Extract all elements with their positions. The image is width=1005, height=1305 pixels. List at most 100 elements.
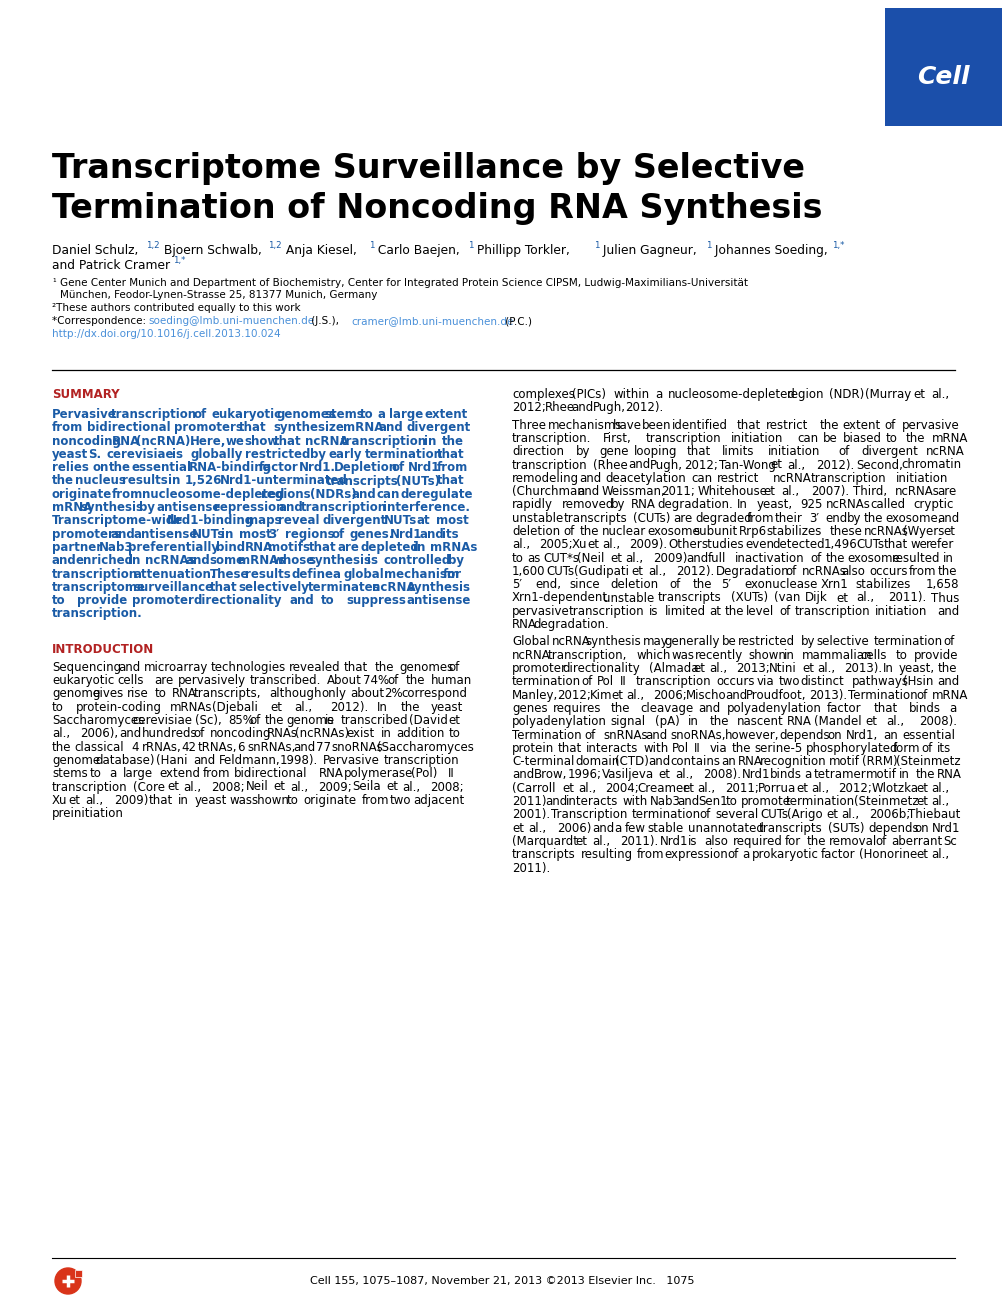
Text: to: to <box>895 649 908 662</box>
Text: Rhee: Rhee <box>545 402 575 414</box>
Text: termination: termination <box>365 448 443 461</box>
Text: 2008).: 2008). <box>702 769 741 782</box>
Text: of: of <box>391 461 405 474</box>
Text: initiation: initiation <box>768 445 820 458</box>
Text: to: to <box>52 701 64 714</box>
Text: 2012;: 2012; <box>838 782 872 795</box>
Text: nuclear: nuclear <box>602 525 646 538</box>
Text: et: et <box>837 591 849 604</box>
Text: 2011;: 2011; <box>725 782 759 795</box>
Text: Mischo: Mischo <box>686 689 727 702</box>
Text: its: its <box>938 741 952 754</box>
Text: divergent: divergent <box>323 514 387 527</box>
Text: of: of <box>785 565 796 578</box>
Text: by: by <box>847 512 861 525</box>
Text: Whitehouse: Whitehouse <box>697 485 768 499</box>
Text: and: and <box>648 756 670 769</box>
Text: 2011): 2011) <box>512 795 547 808</box>
Text: and: and <box>698 702 721 715</box>
Text: et: et <box>693 662 706 675</box>
Text: cerevisiae: cerevisiae <box>133 714 192 727</box>
Text: of: of <box>838 445 849 458</box>
Text: to: to <box>360 408 373 422</box>
Text: al.,: al., <box>402 780 420 793</box>
Text: (David: (David <box>409 714 448 727</box>
Text: 74%: 74% <box>364 675 390 688</box>
Text: provide: provide <box>914 649 958 662</box>
Text: two: two <box>390 793 411 806</box>
Text: in: in <box>128 555 140 568</box>
Text: and: and <box>580 472 602 484</box>
Text: globally: globally <box>191 448 243 461</box>
Text: Seila: Seila <box>352 780 381 793</box>
Text: al.,: al., <box>648 565 666 578</box>
Text: by: by <box>576 445 591 458</box>
Text: mRNA: mRNA <box>932 689 968 702</box>
Text: al.,: al., <box>52 727 70 740</box>
Text: cramer@lmb.uni-muenchen.de: cramer@lmb.uni-muenchen.de <box>351 316 514 326</box>
Text: 3′: 3′ <box>267 527 279 540</box>
Text: Pol: Pol <box>597 675 614 688</box>
Text: biased: biased <box>843 432 881 445</box>
Text: (Murray: (Murray <box>865 388 912 401</box>
Text: al.,: al., <box>592 835 610 848</box>
Text: gives: gives <box>92 688 124 701</box>
Text: ncRNA: ncRNA <box>552 636 590 649</box>
Text: originate: originate <box>304 793 357 806</box>
Text: RNA-binding: RNA-binding <box>189 461 272 474</box>
Text: its: its <box>442 527 459 540</box>
Text: 85%: 85% <box>228 714 254 727</box>
Text: the: the <box>109 461 131 474</box>
Text: by: by <box>448 555 464 568</box>
Text: transcripts: transcripts <box>564 512 627 525</box>
Text: RNA: RNA <box>244 542 273 555</box>
Text: et: et <box>576 835 588 848</box>
Text: interacts: interacts <box>586 741 638 754</box>
Text: Sen1: Sen1 <box>698 795 728 808</box>
Text: Nrd1: Nrd1 <box>743 769 771 782</box>
Text: al.,: al., <box>602 538 620 551</box>
Text: nucleosome-depleted: nucleosome-depleted <box>143 488 284 501</box>
Text: that: that <box>238 422 266 435</box>
Text: mRNA: mRNA <box>932 432 968 445</box>
Text: in: in <box>899 769 911 782</box>
Text: of: of <box>884 419 895 432</box>
Text: et: et <box>610 552 622 565</box>
Text: of: of <box>944 636 955 649</box>
Text: Saccharomyces: Saccharomyces <box>52 714 145 727</box>
Text: (SUTs): (SUTs) <box>828 822 864 835</box>
Text: 1,496: 1,496 <box>823 538 857 551</box>
Text: of: of <box>332 527 345 540</box>
Text: the: the <box>406 675 426 688</box>
Text: Pol: Pol <box>671 741 688 754</box>
Text: et: et <box>659 769 670 782</box>
Text: 2012).: 2012). <box>625 402 664 414</box>
Text: et: et <box>448 714 460 727</box>
Text: et: et <box>273 780 285 793</box>
Text: nucleosome-depleted: nucleosome-depleted <box>668 388 796 401</box>
Text: (Marquardt: (Marquardt <box>512 835 578 848</box>
Text: II: II <box>448 767 455 780</box>
Text: stabilizes: stabilizes <box>855 578 911 591</box>
Text: ncRNAs: ncRNAs <box>801 565 846 578</box>
Text: be: be <box>722 636 737 649</box>
Text: yeast: yeast <box>430 701 463 714</box>
Text: ncRNA: ncRNA <box>926 445 964 458</box>
Text: that: that <box>436 448 464 461</box>
Text: transcription: transcription <box>811 472 886 484</box>
Text: antisense: antisense <box>134 527 198 540</box>
Text: can: can <box>797 432 818 445</box>
Text: 2%: 2% <box>384 688 403 701</box>
Text: 2008).: 2008). <box>920 715 958 728</box>
Text: protein-coding: protein-coding <box>75 701 162 714</box>
Text: deletion: deletion <box>611 578 659 591</box>
Text: al.,: al., <box>529 822 547 835</box>
Text: recognition: recognition <box>760 756 826 769</box>
Text: the: the <box>938 565 957 578</box>
Text: et: et <box>563 782 575 795</box>
Text: mRNA: mRNA <box>344 422 384 435</box>
Text: al.,: al., <box>709 662 727 675</box>
Text: also: also <box>705 835 729 848</box>
Text: snoRNAs,: snoRNAs, <box>670 728 726 741</box>
Text: refer: refer <box>926 538 954 551</box>
